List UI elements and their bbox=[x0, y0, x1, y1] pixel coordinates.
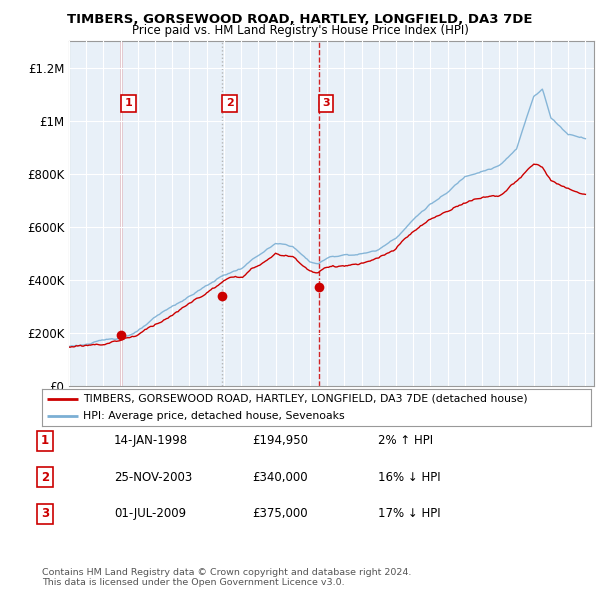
Text: TIMBERS, GORSEWOOD ROAD, HARTLEY, LONGFIELD, DA3 7DE (detached house): TIMBERS, GORSEWOOD ROAD, HARTLEY, LONGFI… bbox=[83, 394, 528, 404]
Text: 3: 3 bbox=[322, 99, 329, 109]
Text: 25-NOV-2003: 25-NOV-2003 bbox=[114, 471, 192, 484]
Text: £194,950: £194,950 bbox=[252, 434, 308, 447]
Text: 14-JAN-1998: 14-JAN-1998 bbox=[114, 434, 188, 447]
Text: Contains HM Land Registry data © Crown copyright and database right 2024.
This d: Contains HM Land Registry data © Crown c… bbox=[42, 568, 412, 587]
Text: 16% ↓ HPI: 16% ↓ HPI bbox=[378, 471, 440, 484]
Text: Price paid vs. HM Land Registry's House Price Index (HPI): Price paid vs. HM Land Registry's House … bbox=[131, 24, 469, 37]
Text: HPI: Average price, detached house, Sevenoaks: HPI: Average price, detached house, Seve… bbox=[83, 411, 345, 421]
Text: 1: 1 bbox=[41, 434, 49, 447]
Text: £375,000: £375,000 bbox=[252, 507, 308, 520]
Text: 2: 2 bbox=[226, 99, 233, 109]
Text: 2% ↑ HPI: 2% ↑ HPI bbox=[378, 434, 433, 447]
Text: 17% ↓ HPI: 17% ↓ HPI bbox=[378, 507, 440, 520]
Text: TIMBERS, GORSEWOOD ROAD, HARTLEY, LONGFIELD, DA3 7DE: TIMBERS, GORSEWOOD ROAD, HARTLEY, LONGFI… bbox=[67, 13, 533, 26]
Text: 3: 3 bbox=[41, 507, 49, 520]
Text: 2: 2 bbox=[41, 471, 49, 484]
Text: £340,000: £340,000 bbox=[252, 471, 308, 484]
Text: 01-JUL-2009: 01-JUL-2009 bbox=[114, 507, 186, 520]
Text: 1: 1 bbox=[125, 99, 133, 109]
